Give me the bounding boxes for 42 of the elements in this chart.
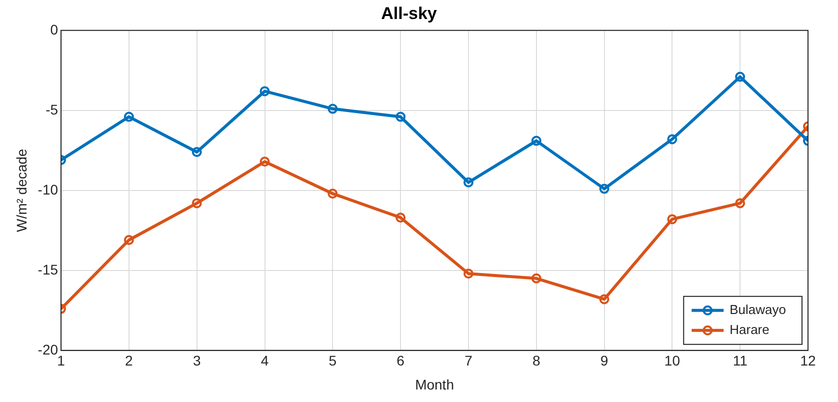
x-axis-title: Month xyxy=(415,376,454,392)
x-tick-label: 2 xyxy=(125,352,134,369)
legend-label: Harare xyxy=(730,322,770,337)
chart-title: All-sky xyxy=(381,4,438,23)
y-tick-label: 0 xyxy=(50,21,58,38)
x-tick-label: 9 xyxy=(600,352,608,369)
point xyxy=(260,86,270,96)
point xyxy=(463,177,474,188)
point xyxy=(599,184,610,194)
point xyxy=(735,72,746,82)
x-tick-label: 5 xyxy=(328,352,337,369)
x-tick-label: 3 xyxy=(192,352,201,369)
point xyxy=(124,235,134,245)
x-tick-label: 7 xyxy=(464,352,473,369)
x-tick-label: 10 xyxy=(664,352,680,369)
x-tick-label: 1 xyxy=(57,352,66,369)
point xyxy=(667,134,678,144)
x-tick-label: 12 xyxy=(800,352,816,369)
point xyxy=(531,136,542,146)
point xyxy=(667,214,678,224)
point xyxy=(328,104,338,114)
x-tick-label: 4 xyxy=(260,352,269,369)
x-tick-label: 8 xyxy=(532,352,540,369)
legend-label: Bulawayo xyxy=(730,302,786,317)
point xyxy=(328,188,338,199)
y-tick-label: -5 xyxy=(46,101,58,118)
point xyxy=(735,198,746,208)
x-tick-label: 6 xyxy=(396,352,405,369)
y-axis-title: W/m² decade xyxy=(13,148,30,232)
point xyxy=(396,212,406,223)
point xyxy=(124,112,134,122)
point xyxy=(260,156,270,167)
point xyxy=(192,147,202,157)
point xyxy=(599,294,610,304)
y-tick-label: -10 xyxy=(38,181,58,198)
y-tick-label: -15 xyxy=(38,261,58,278)
point xyxy=(463,268,474,279)
point xyxy=(396,112,406,122)
x-tick-label: 11 xyxy=(732,352,748,369)
point xyxy=(531,273,542,284)
point xyxy=(192,198,202,208)
y-tick-label: -20 xyxy=(38,341,58,358)
